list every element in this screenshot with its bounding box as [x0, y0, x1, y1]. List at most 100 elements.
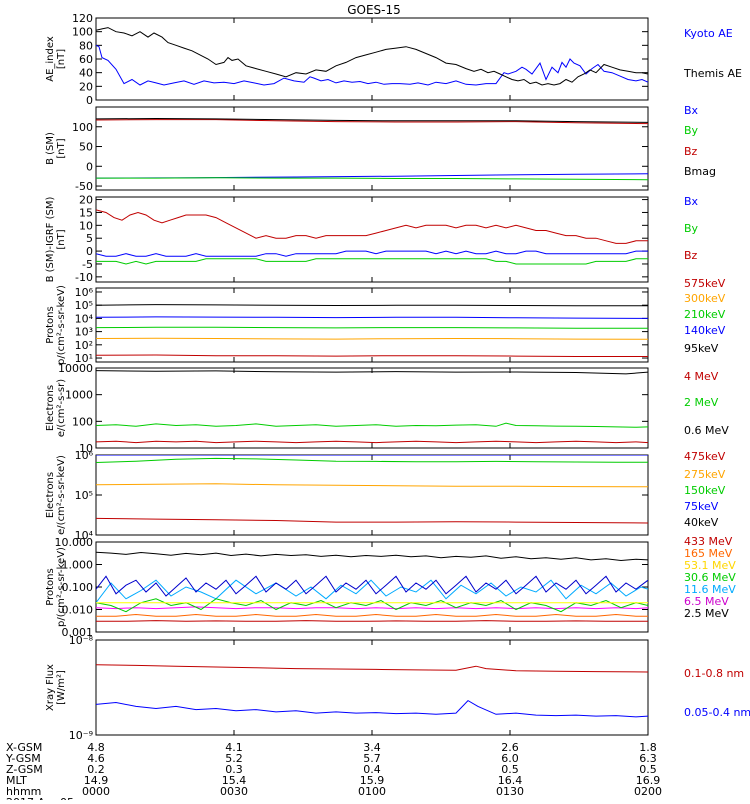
panel-frame — [95, 196, 649, 283]
y-tick-label: -50 — [75, 180, 93, 193]
legend-entry: 0.6 MeV — [684, 424, 729, 437]
x-tick-label: 1.8 — [639, 741, 657, 754]
legend-entry: 2 MeV — [684, 396, 719, 409]
panel-frame — [95, 454, 649, 536]
y-tick-label: 10⁴ — [75, 312, 94, 325]
y-tick-label: 10⁴ — [75, 529, 94, 542]
legend-entry: Themis AE — [683, 67, 742, 80]
series-line-0-6-mev — [96, 370, 648, 375]
y-tick-label: 120 — [72, 12, 93, 25]
x-tick-label: 16.4 — [498, 774, 523, 787]
x-tick-label: 2.6 — [501, 741, 519, 754]
y-axis-label: e/(cm²-s-sr-keV) — [56, 455, 67, 535]
series-line-140kev — [96, 316, 648, 319]
y-axis-label: e/(cm²-s-sr) — [56, 379, 67, 437]
series-line-bmag — [96, 117, 648, 123]
y-tick-label: 10³ — [75, 326, 93, 339]
panel-frame — [95, 17, 649, 101]
x-tick-label: 4.1 — [225, 741, 243, 754]
legend-entry: 6.5 MeV — [684, 595, 729, 608]
chart-title: GOES-15 — [347, 3, 401, 17]
y-axis-label: p/(cm²-s-sr-keV) — [56, 547, 67, 627]
legend-entry: By — [684, 222, 699, 235]
panel-frame — [95, 367, 649, 449]
x-tick-label: 3.4 — [363, 741, 381, 754]
x-tick-label: 0000 — [82, 785, 110, 798]
panel-2: -50 0 50 100 B (SM) [nT] Bx By Bz Bmag — [45, 104, 716, 193]
x-tick-label: 6.3 — [639, 752, 657, 765]
y-axis-label: AE_index — [45, 36, 56, 82]
x-tick-label: 6.0 — [501, 752, 519, 765]
x-tick-label: 4.8 — [87, 741, 105, 754]
x-tick-label: 0.5 — [639, 763, 657, 776]
y-tick-label: 10⁵ — [75, 299, 93, 312]
x-tick-label: 0.4 — [363, 763, 381, 776]
series-line-433-mev — [96, 620, 648, 622]
legend-entry: Bx — [684, 104, 699, 117]
y-tick-label: 10000 — [58, 362, 93, 375]
y-tick-label: 10 — [79, 442, 93, 455]
x-tick-label: 4.6 — [87, 752, 105, 765]
legend-entry: 11.6 MeV — [684, 583, 736, 596]
series-line-475kev — [96, 517, 648, 524]
legend-entry: Bmag — [684, 165, 716, 178]
y-tick-label: -10 — [75, 271, 93, 284]
x-row-label: Y-GSM — [5, 752, 41, 765]
legend-entry: 575keV — [684, 277, 726, 290]
y-tick-label: 10 — [79, 219, 93, 232]
y-axis-label: Protons — [45, 306, 56, 343]
y-tick-label: 15 — [79, 206, 93, 219]
y-tick-label: 100 — [72, 121, 93, 134]
series-line-150kev — [96, 457, 648, 463]
x-row-label: MLT — [6, 774, 27, 787]
panel-6: 10⁴ 10⁵ 10⁶ Electrons e/(cm²-s-sr-keV) 475keV… — [45, 449, 726, 542]
x-tick-label: 0130 — [496, 785, 524, 798]
y-axis-label: Protons — [45, 568, 56, 605]
legend-entry: 4 MeV — [684, 370, 719, 383]
y-tick-label: -5 — [82, 258, 93, 271]
legend-entry: 210keV — [684, 308, 726, 321]
panel-7: 0.001 0.010 0.100 1.000 10.000 Protons p/(cm²-… — [45, 535, 736, 639]
y-tick-label: 10² — [75, 339, 93, 352]
series-line-bz — [96, 119, 648, 125]
y-tick-label: 1.000 — [62, 559, 94, 572]
x-tick-label: 15.9 — [360, 774, 385, 787]
panel-frame — [95, 639, 649, 736]
y-tick-label: 10⁶ — [75, 449, 94, 462]
series-line-themis-ae — [96, 27, 648, 86]
y-tick-label: 10.000 — [55, 536, 94, 549]
series-line-95kev — [96, 304, 648, 307]
legend-entry: 40keV — [684, 516, 719, 529]
y-tick-label: 10¹ — [75, 352, 93, 365]
y-tick-label: 0 — [86, 245, 93, 258]
legend-entry: 2.5 MeV — [684, 607, 729, 620]
x-tick-label: 5.7 — [363, 752, 381, 765]
legend-entry: By — [684, 124, 699, 137]
x-row-label: hhmm — [6, 785, 41, 798]
series-line-kyoto-ae — [96, 44, 648, 86]
y-tick-label: 100 — [72, 26, 93, 39]
legend-entry: 53.1 MeV — [684, 559, 736, 572]
series-line-2-5-mev — [96, 551, 648, 562]
y-tick-label: 60 — [79, 53, 93, 66]
y-tick-label: 0.001 — [62, 626, 94, 639]
y-axis-label: [nT] — [56, 49, 67, 69]
y-tick-label: 0 — [86, 94, 93, 107]
legend-entry: 75keV — [684, 500, 719, 513]
y-tick-label: 10⁵ — [75, 489, 93, 502]
x-tick-label: 14.9 — [84, 774, 109, 787]
legend-entry: 140keV — [684, 324, 726, 337]
y-tick-label: 40 — [79, 67, 93, 80]
y-tick-label: 0.100 — [62, 581, 94, 594]
y-axis-label: [W/m²] — [56, 670, 67, 705]
x-tick-label: 0.3 — [225, 763, 243, 776]
y-tick-label: 10⁶ — [75, 286, 94, 299]
series-line-11-6-mev — [96, 579, 648, 604]
x-tick-label: 15.4 — [222, 774, 247, 787]
series-line-210kev — [96, 326, 648, 329]
y-tick-label: 0 — [86, 160, 93, 173]
